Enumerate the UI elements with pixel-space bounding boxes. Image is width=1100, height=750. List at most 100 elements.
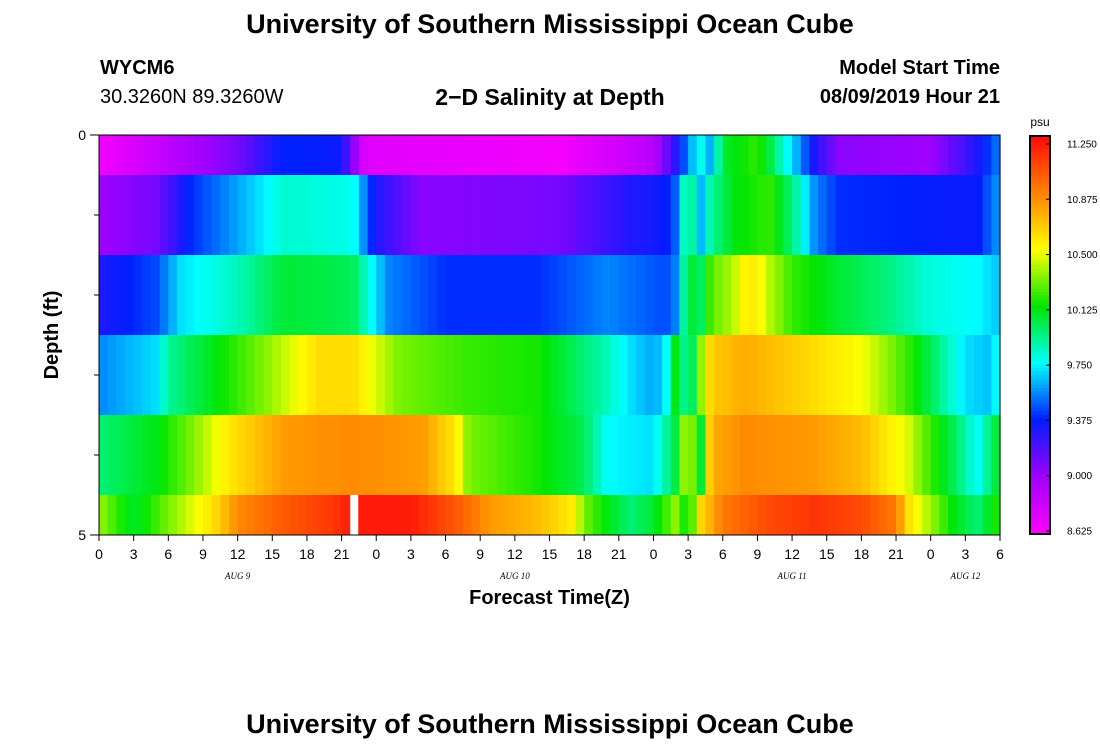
heatmap-cell <box>133 495 143 535</box>
heatmap-cell <box>922 175 932 255</box>
heatmap-cell <box>679 495 689 535</box>
heatmap-cell <box>670 255 681 335</box>
heatmap-cell <box>324 495 334 535</box>
colorbar-swatch <box>1030 152 1050 157</box>
heatmap-cell <box>748 135 759 175</box>
heatmap-cell <box>835 175 845 255</box>
date-label: AUG 10 <box>499 571 530 581</box>
heatmap-cell <box>358 415 369 495</box>
colorbar-swatch <box>1030 212 1050 217</box>
heatmap-cell <box>636 495 646 535</box>
heatmap-cell <box>280 335 291 415</box>
heatmap-cell <box>636 135 646 175</box>
heatmap-cell <box>566 415 577 495</box>
heatmap-cell <box>636 415 646 495</box>
heatmap-cell <box>150 415 161 495</box>
heatmap-cell <box>592 135 603 175</box>
heatmap-cell <box>280 255 291 335</box>
heatmap-cell <box>896 415 906 495</box>
heatmap-cell <box>384 255 395 335</box>
heatmap-cell <box>965 175 975 255</box>
heatmap-cell <box>861 255 871 335</box>
heatmap-cell <box>211 175 221 255</box>
heatmap-cell <box>922 495 932 535</box>
heatmap-cell <box>202 335 213 415</box>
heatmap-cell <box>731 135 741 175</box>
heatmap-cell <box>991 255 1001 335</box>
date-label: AUG 9 <box>224 571 251 581</box>
heatmap-cell <box>714 135 724 175</box>
colorbar-swatch <box>1030 331 1050 336</box>
heatmap-cell <box>367 415 377 495</box>
heatmap-cell <box>904 495 914 535</box>
x-tick-label: 9 <box>754 546 762 562</box>
heatmap-cell <box>237 135 247 175</box>
heatmap-cell <box>896 335 906 415</box>
heatmap-cell <box>766 175 776 255</box>
heatmap-cell <box>774 135 785 175</box>
heatmap-cell <box>280 495 291 535</box>
heatmap-cell <box>540 495 551 535</box>
x-tick-label: 6 <box>996 546 1004 562</box>
heatmap-cell <box>315 335 325 415</box>
x-tick-label: 21 <box>611 546 627 562</box>
colorbar-swatch <box>1030 199 1050 203</box>
heatmap-cell <box>696 495 707 535</box>
heatmap-cell <box>774 175 785 255</box>
heatmap-cell <box>644 415 655 495</box>
colorbar-swatch <box>1030 179 1050 184</box>
heatmap-cell <box>280 175 291 255</box>
heatmap-cell <box>298 135 308 175</box>
heatmap-cell <box>887 495 897 535</box>
colorbar-swatch <box>1030 278 1050 283</box>
heatmap-cell <box>653 415 663 495</box>
heatmap-cell <box>428 335 438 415</box>
heatmap-cell <box>289 175 299 255</box>
heatmap-cell <box>228 335 239 415</box>
heatmap-cell <box>497 175 507 255</box>
heatmap-cell <box>974 415 984 495</box>
heatmap-cell <box>610 255 620 335</box>
heatmap-cell <box>974 175 984 255</box>
heatmap-cell <box>124 335 135 415</box>
heatmap-cell <box>99 335 109 415</box>
colorbar-swatch <box>1030 527 1050 532</box>
heatmap-cell <box>575 255 585 335</box>
heatmap-cell <box>367 175 377 255</box>
heatmap-cell <box>566 175 577 255</box>
heatmap-cell <box>393 255 403 335</box>
heatmap-cell <box>150 135 161 175</box>
heatmap-cell <box>757 255 767 335</box>
x-tick-label: 18 <box>576 546 592 562</box>
colorbar-swatch <box>1030 155 1050 160</box>
heatmap-cell <box>896 255 906 335</box>
heatmap-cell <box>861 135 871 175</box>
heatmap-cell <box>887 335 897 415</box>
heatmap-cell <box>419 175 429 255</box>
colorbar-swatch <box>1030 451 1050 455</box>
colorbar-swatch <box>1030 335 1050 339</box>
colorbar-swatch <box>1030 225 1050 230</box>
colorbar-swatch <box>1030 311 1050 316</box>
x-tick-label: 3 <box>961 546 969 562</box>
x-tick-label: 9 <box>476 546 484 562</box>
colorbar-swatch <box>1030 268 1050 273</box>
heatmap-cell <box>358 335 369 415</box>
heatmap-cell <box>523 335 533 415</box>
heatmap-cell <box>861 495 871 535</box>
x-tick-label: 3 <box>407 546 415 562</box>
heatmap-cell <box>644 255 655 335</box>
heatmap-cell <box>454 135 464 175</box>
heatmap-cell <box>956 335 966 415</box>
heatmap-cell <box>228 495 239 535</box>
colorbar-swatch <box>1030 454 1050 459</box>
date-label: AUG 12 <box>949 571 980 581</box>
x-tick-label: 0 <box>650 546 658 562</box>
heatmap-cell <box>774 495 785 535</box>
heatmap-cell <box>930 335 940 415</box>
heatmap-cell <box>549 175 559 255</box>
heatmap-cell <box>653 335 663 415</box>
heatmap-cell <box>870 175 880 255</box>
heatmap-cell <box>601 495 611 535</box>
heatmap-cell <box>315 175 325 255</box>
